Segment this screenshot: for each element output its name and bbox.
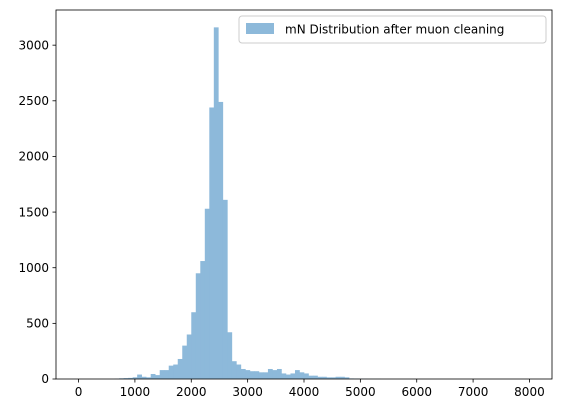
histogram-bar: [191, 312, 197, 379]
histogram-bar: [263, 372, 269, 379]
x-tick-label: 0: [75, 385, 83, 399]
histogram-bars: [114, 27, 381, 380]
legend-frame: [238, 15, 547, 44]
y-tick-label: 2500: [18, 94, 49, 108]
histogram-bar: [227, 332, 233, 379]
legend-swatch: [246, 23, 274, 34]
legend: mN Distribution after muon cleaning: [238, 15, 547, 44]
histogram-bar: [177, 358, 183, 379]
y-tick-label: 1000: [18, 261, 49, 275]
histogram-bar: [146, 377, 151, 379]
histogram-bar: [195, 273, 201, 379]
histogram-bar: [164, 370, 170, 379]
histogram-bar: [209, 107, 215, 379]
histogram-bar: [168, 365, 174, 379]
histogram-bar: [304, 373, 309, 379]
histogram-bar: [258, 372, 264, 379]
y-tick-label: 3000: [18, 38, 49, 52]
histogram-bar: [182, 345, 188, 379]
histogram-bar: [254, 371, 260, 379]
histogram-bar: [276, 368, 282, 379]
histogram-bar: [231, 361, 237, 379]
histogram-bar: [344, 377, 350, 379]
x-tick-label: 1000: [120, 385, 151, 399]
histogram-bar: [204, 208, 210, 379]
histogram-bar: [155, 375, 161, 379]
histogram-bar: [331, 377, 336, 379]
y-tick-label: 2000: [18, 150, 49, 164]
histogram-bar: [313, 375, 318, 379]
histogram-bar: [335, 376, 341, 379]
legend-label: mN Distribution after muon cleaning: [285, 23, 504, 37]
histogram-bar: [326, 377, 332, 379]
histogram-bar: [141, 376, 147, 379]
histogram-bar: [222, 199, 228, 379]
x-tick-label: 6000: [401, 385, 432, 399]
x-tick-label: 5000: [345, 385, 376, 399]
histogram-bar: [281, 373, 287, 379]
histogram-bar: [245, 370, 251, 379]
histogram-bar: [267, 368, 273, 379]
histogram-bar: [294, 370, 300, 379]
x-tick-label: 3000: [232, 385, 263, 399]
x-tick-label: 8000: [514, 385, 545, 399]
x-tick-label: 4000: [289, 385, 320, 399]
histogram-bar: [137, 374, 142, 379]
y-tick-label: 500: [26, 317, 49, 331]
histogram-bar: [322, 376, 327, 379]
histogram-bar: [159, 370, 165, 379]
histogram-bar: [186, 334, 192, 379]
histogram-bar: [290, 373, 296, 379]
histogram-bar: [240, 368, 246, 379]
histogram-bar: [236, 364, 242, 379]
histogram-bar: [340, 376, 345, 379]
histogram-bar: [200, 261, 206, 379]
histogram-bar: [213, 27, 219, 380]
histogram-bar: [317, 376, 323, 379]
plot-background: [56, 10, 552, 379]
histogram-bar: [272, 370, 278, 379]
histogram-bar: [173, 364, 179, 379]
histogram-bar: [249, 371, 255, 379]
histogram-bar: [299, 372, 305, 379]
histogram-bar: [123, 378, 129, 379]
histogram-bar: [150, 373, 156, 379]
x-tick-label: 7000: [458, 385, 489, 399]
x-tick-label: 2000: [176, 385, 207, 399]
histogram-bar: [132, 377, 138, 379]
histogram-bar: [218, 101, 224, 380]
histogram-bar: [285, 374, 291, 379]
x-axis-ticks: 0 1000 2000 3000 4000 5000 6000 7000 8000: [75, 379, 545, 399]
histogram-bar: [308, 375, 314, 379]
y-axis-ticks: 0 500 1000 1500 2000 2500 3000: [18, 38, 56, 386]
histogram-bar: [128, 377, 133, 379]
y-tick-label: 1500: [18, 205, 49, 219]
y-tick-label: 0: [41, 372, 49, 386]
